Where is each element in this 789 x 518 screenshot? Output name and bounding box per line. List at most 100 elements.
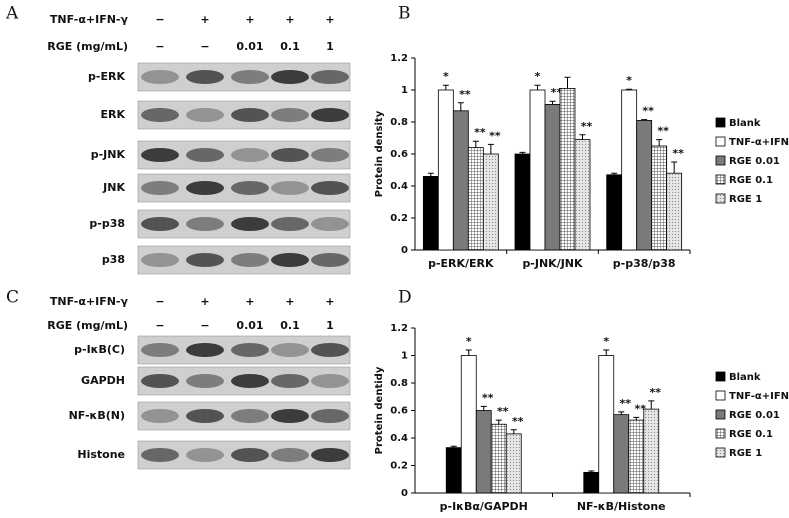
significance-label: ** [581,120,593,133]
blot-band [311,70,349,84]
legend-label: TNF-α+IFN-γ [729,391,789,402]
treatment-sign: − [155,13,164,26]
error-bar [457,102,464,111]
legend-swatch [715,371,726,382]
blot-band [271,181,309,195]
dose: 0.01 [236,40,263,53]
x-tick-label: NF-κB/Histone [577,500,666,513]
significance-label: ** [649,386,661,399]
bar [636,120,653,251]
legend-swatch [715,193,726,204]
panel-label: C [6,288,19,308]
error-bar [450,445,457,448]
error-bar [671,161,678,174]
bar [482,153,499,251]
bar [475,410,492,494]
legend-label: Blank [729,372,761,383]
error-bar [534,84,541,90]
error-bar [442,84,449,90]
blot-band [231,217,269,231]
blot-band [231,148,269,162]
legend-swatch [715,174,726,185]
significance-label: ** [619,397,631,410]
blot-band [141,448,179,462]
blot-band [141,108,179,122]
treatment-label: TNF-α+IFN-γ [50,13,129,26]
error-bar [648,400,655,410]
blot-band [271,374,309,388]
dose: 0.1 [280,319,300,332]
blot-band [186,148,224,162]
error-bar [487,143,494,154]
blot-band [311,108,349,122]
blot-band [186,253,224,267]
blot-band [231,181,269,195]
y-tick-label: 0.2 [390,213,408,224]
bar [529,89,546,251]
blot-band [231,253,269,267]
x-tick-label: p-p38/p38 [613,257,676,270]
blot-band [141,253,179,267]
significance-label: ** [474,126,486,139]
bar [651,145,668,251]
blot-band [271,448,309,462]
significance-label: ** [497,405,509,418]
panel-label: B [398,4,411,24]
dose: − [155,40,164,53]
band-label: ERK [100,108,125,121]
band-label: p-JNK [91,148,126,161]
legend-label: TNF-α+IFN-γ [729,137,789,148]
y-tick-label: 0.6 [390,406,408,417]
error-bar [641,119,648,121]
y-tick-label: 1.2 [390,53,408,64]
dose: 1 [326,319,334,332]
legend-swatch [715,428,726,439]
bar [490,423,507,494]
bar [559,88,576,251]
error-bar [549,100,556,105]
blot-band [186,343,224,357]
bar [437,89,454,251]
blot-band [271,217,309,231]
error-bar [626,88,633,90]
blot-band [186,409,224,423]
error-bar [465,349,472,356]
blot-band [271,409,309,423]
bar [613,414,630,494]
blot-band [186,108,224,122]
x-tick-label: p-IκBα/GAPDH [440,500,528,513]
legend-label: RGE 1 [729,448,762,459]
band-label: JNK [102,181,125,194]
error-bar [472,140,479,148]
blot-band [311,148,349,162]
y-axis-label: Protein dentidy [374,366,385,454]
legend-label: RGE 0.1 [729,175,773,186]
bar [422,175,439,251]
blot-band [271,253,309,267]
blot-band [271,148,309,162]
blot-band [311,448,349,462]
error-bar [579,134,586,140]
blot-band [311,374,349,388]
bar [574,139,591,251]
dose: − [200,40,209,53]
blot-band [271,108,309,122]
blot-band [141,374,179,388]
y-tick-label: 1.2 [390,323,408,334]
band-label: GAPDH [81,374,125,387]
significance-label: ** [642,105,654,118]
dose-label: RGE (mg/mL) [47,40,128,53]
bar [643,408,660,494]
bar [598,355,615,494]
blot-band [231,374,269,388]
legend-swatch [715,390,726,401]
blot-band [186,181,224,195]
bar [467,147,484,251]
error-bar [427,172,434,177]
x-tick-label: p-ERK/ERK [428,257,494,270]
error-bar [480,405,487,411]
dose-label: RGE (mg/mL) [47,319,128,332]
blot-band [231,448,269,462]
dose: − [155,319,164,332]
treatment-sign: + [200,13,209,26]
